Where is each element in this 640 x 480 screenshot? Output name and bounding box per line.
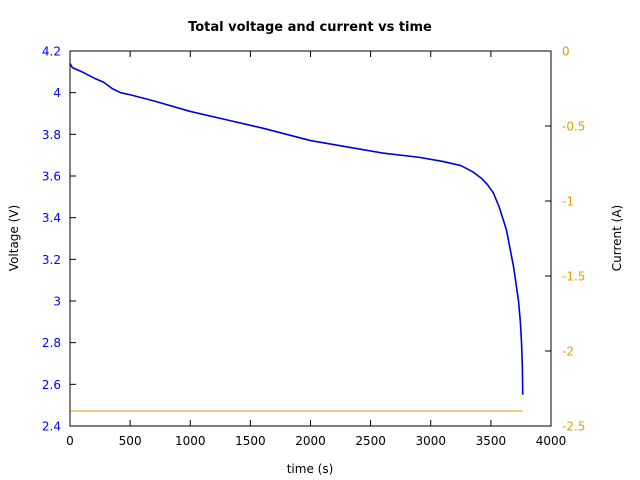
y-tick-label: 3 <box>53 295 61 309</box>
left-y-axis-label: Voltage (V) <box>7 205 21 271</box>
x-axis-ticks: 0 500 1000 1500 2000 2500 3000 3500 4000 <box>66 51 566 448</box>
x-tick-label: 1500 <box>235 434 266 448</box>
y-tick-label: 2.4 <box>42 420 61 434</box>
x-tick-label: 4000 <box>536 434 567 448</box>
voltage-series-line <box>69 63 524 395</box>
y2-tick-label: -2.5 <box>562 420 585 434</box>
y2-tick-label: 0 <box>562 45 570 59</box>
x-tick-label: 3000 <box>415 434 446 448</box>
y-tick-label: 3.6 <box>42 170 61 184</box>
plot-frame <box>69 50 552 427</box>
x-tick-label: 1000 <box>175 434 206 448</box>
y2-tick-label: -2 <box>562 345 574 359</box>
y-tick-label: 4 <box>53 86 61 100</box>
x-tick-label: 500 <box>119 434 142 448</box>
x-tick-label: 0 <box>66 434 74 448</box>
y-tick-label: 3.4 <box>42 211 61 225</box>
series-layer <box>69 63 524 412</box>
chart-title: Total voltage and current vs time <box>188 20 432 35</box>
x-axis-label: time (s) <box>287 462 334 476</box>
left-y-axis-ticks: 2.4 2.6 2.8 3 3.2 3.4 3.6 3.8 4 4.2 <box>42 45 76 434</box>
y-tick-label: 3.8 <box>42 128 61 142</box>
y2-tick-label: -1.5 <box>562 270 585 284</box>
y-tick-label: 2.6 <box>42 378 61 392</box>
y2-tick-label: -1 <box>562 195 574 209</box>
right-y-axis-ticks: -2.5 -2 -1.5 -1 -0.5 0 <box>545 45 585 434</box>
x-tick-label: 3500 <box>476 434 507 448</box>
y-tick-label: 3.2 <box>42 253 61 267</box>
x-tick-label: 2000 <box>295 434 326 448</box>
y2-tick-label: -0.5 <box>562 120 585 134</box>
right-y-axis-label: Current (A) <box>610 205 624 271</box>
y-tick-label: 2.8 <box>42 336 61 350</box>
x-tick-label: 2500 <box>355 434 386 448</box>
y-tick-label: 4.2 <box>42 45 61 59</box>
